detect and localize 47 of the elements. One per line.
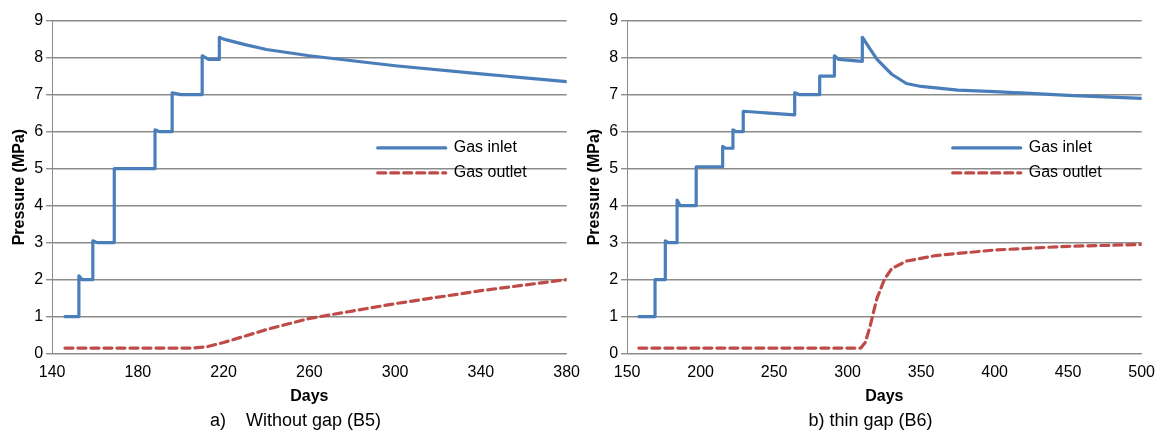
x-tick-label: 500 [1128,362,1156,380]
y-axis-title: Pressure (MPa) [10,128,28,246]
y-tick-label: 2 [609,270,619,288]
text: b) thin gap (B6) [807,410,934,431]
x-tick-label: 350 [907,362,935,380]
y-tick-label: 1 [34,307,44,325]
x-tick-label: 260 [296,362,323,380]
y-tick-label: 8 [609,48,619,66]
line-series [63,278,567,350]
line-series [637,242,1142,350]
y-axis-title: Pressure (MPa) [585,128,603,246]
x-tick-label: 380 [553,362,581,380]
y-tick-label: 5 [34,159,44,177]
text: a) Without gap (B5) [208,410,383,431]
y-tick-label: 8 [34,48,44,66]
x-tick-label: 150 [613,362,641,380]
x-tick-label: 340 [467,362,495,380]
y-tick-label: 6 [34,122,44,140]
x-tick-label: 400 [981,362,1009,380]
y-tick-label: 3 [34,233,44,251]
x-tick-label: 180 [124,362,152,380]
x-axis-title: Days [865,386,904,404]
x-tick-label: 450 [1054,362,1082,380]
legend-label: Gas inlet [1028,138,1093,156]
y-tick-label: 9 [609,11,619,29]
y-tick-label: 2 [34,270,44,288]
x-tick-label: 300 [381,362,409,380]
y-tick-label: 4 [609,196,619,214]
y-tick-label: 1 [609,307,619,325]
x-tick-label: 250 [760,362,788,380]
y-tick-label: 3 [609,233,619,251]
legend-label: Gas inlet [453,138,518,156]
x-tick-label: 300 [834,362,862,380]
x-tick-label: 200 [687,362,715,380]
x-tick-label: 140 [38,362,66,380]
y-tick-label: 9 [34,11,44,29]
y-tick-label: 7 [34,85,44,103]
legend-label: Gas outlet [1028,163,1103,181]
y-tick-label: 0 [34,344,44,362]
legend-label: Gas outlet [453,163,528,181]
x-axis-title: Days [290,386,329,404]
y-tick-label: 7 [609,85,619,103]
y-tick-label: 5 [609,159,619,177]
y-tick-label: 6 [609,122,619,140]
x-tick-label: 220 [210,362,238,380]
y-tick-label: 0 [609,344,619,362]
y-tick-label: 4 [34,196,44,214]
